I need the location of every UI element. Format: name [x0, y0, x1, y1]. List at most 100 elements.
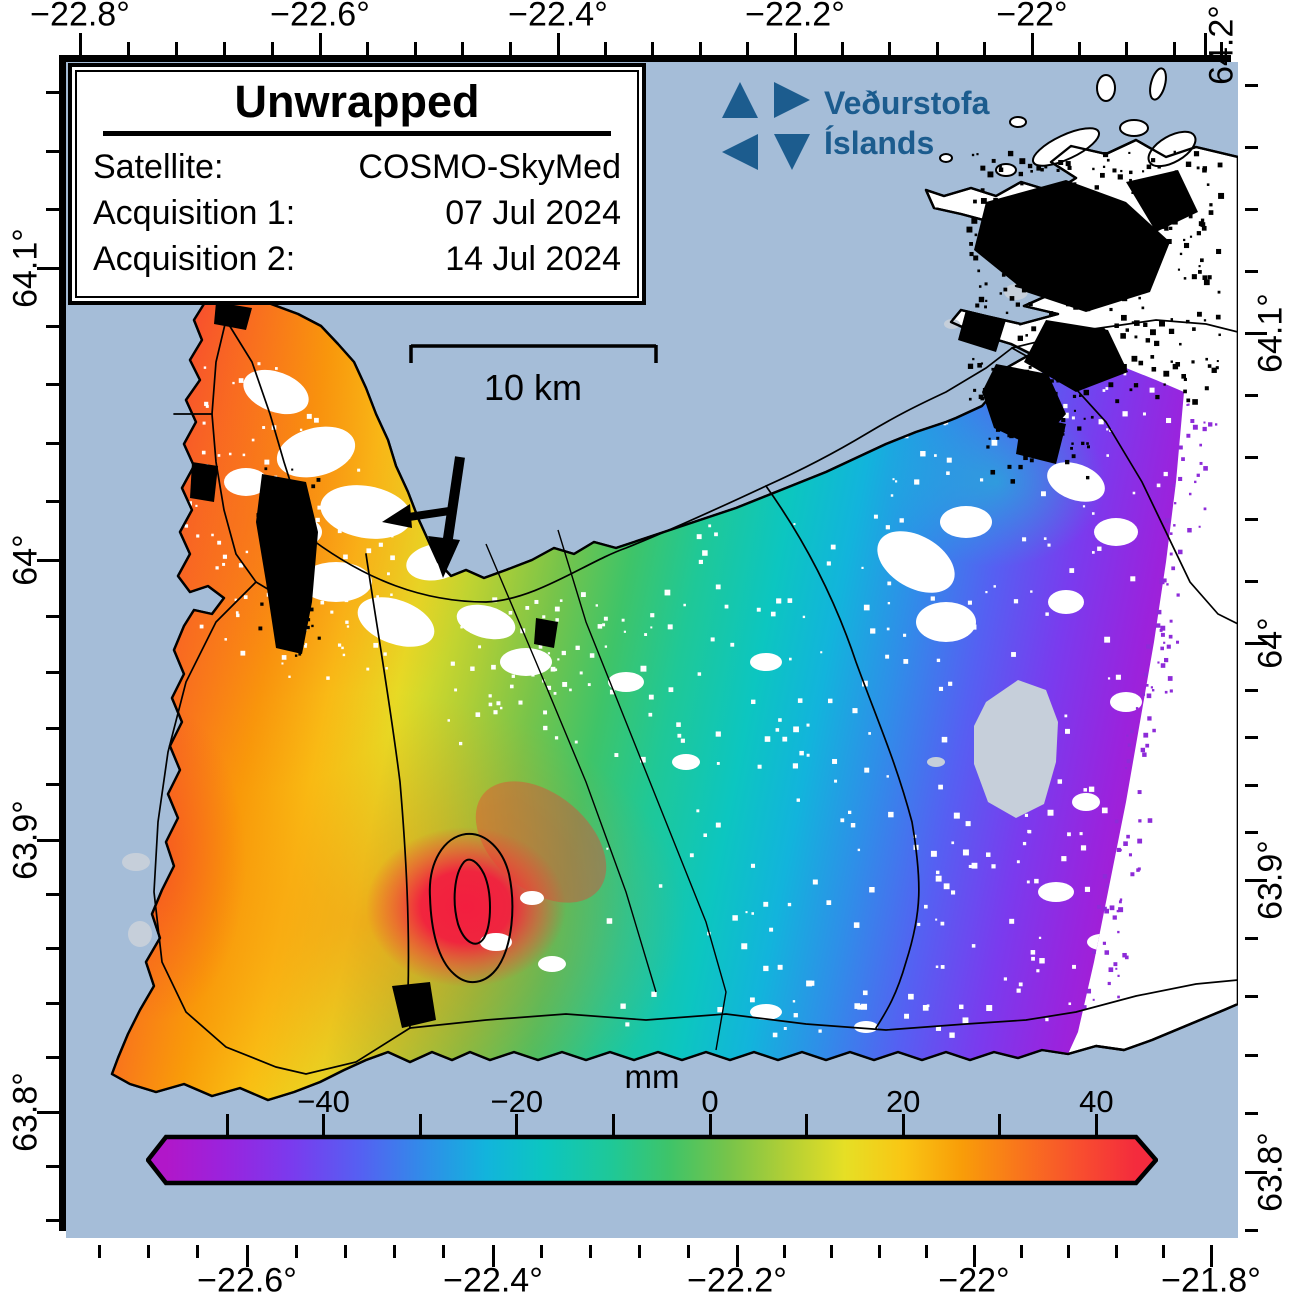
axis-tick [78, 33, 82, 55]
axis-tick [508, 42, 512, 55]
uplift-signal-svartsengi [366, 827, 566, 987]
colorbar-tick [611, 1114, 615, 1136]
axis-tick [37, 558, 59, 562]
axis-tick [888, 42, 892, 55]
axis-tick [222, 42, 226, 55]
axis-tick [46, 441, 59, 445]
info-box: Unwrapped Satellite: COSMO-SkyMed Acquis… [68, 63, 646, 305]
axis-tick [343, 1245, 347, 1258]
axis-tick-label: −22.4° [443, 1261, 543, 1300]
axis-tick [37, 1110, 59, 1114]
axis-tick [1203, 33, 1207, 55]
axis-tick [1077, 42, 1081, 55]
axis-tick [589, 1245, 593, 1258]
axis-tick [1245, 579, 1258, 583]
axis-tick [46, 1164, 59, 1168]
axis-tick [637, 1245, 641, 1258]
colorbar-tick [708, 1114, 712, 1136]
axis-tick [1245, 1228, 1258, 1232]
axis-tick [491, 1245, 495, 1267]
axis-tick [1245, 1112, 1258, 1116]
axis-tick [270, 42, 274, 55]
axis-tick [972, 1245, 976, 1267]
info-title: Unwrapped [234, 76, 480, 127]
axis-tick [318, 33, 322, 55]
colorbar-unit-label: mm [624, 1058, 680, 1095]
axis-tick [1245, 878, 1267, 882]
axis-tick [1172, 42, 1176, 55]
axis-tick [46, 614, 59, 618]
axis-tick-label: 64° [1251, 617, 1290, 669]
colorbar-tick [322, 1114, 326, 1136]
axis-tick [735, 1245, 739, 1267]
axis-tick [935, 42, 939, 55]
axis-tick-label: −21.8° [1161, 1261, 1261, 1300]
urban-vogar [534, 618, 558, 648]
axis-tick [877, 1245, 881, 1258]
colorbar-right-arrow [1136, 1137, 1156, 1183]
axis-tick [196, 1245, 200, 1258]
info-title-rule [103, 131, 611, 136]
info-label: Satellite: [93, 148, 224, 186]
colorbar-tick [418, 1114, 422, 1136]
imo-logo: Veðurstofa Íslands [722, 82, 990, 170]
axis-tick [46, 1001, 59, 1005]
colorbar-tick-label: 0 [701, 1084, 719, 1119]
axis-tick [746, 42, 750, 55]
satellite-direction-arrows [382, 456, 465, 578]
axis-tick-label: 63.9° [1251, 840, 1290, 920]
axis-tick [1030, 33, 1034, 55]
axis-tick-label: −22° [938, 1261, 1010, 1300]
axis-tick [925, 1245, 929, 1258]
axis-tick [1245, 936, 1258, 940]
info-value: 14 Jul 2024 [445, 240, 621, 278]
info-value: COSMO-SkyMed [358, 148, 621, 186]
axis-tick [37, 266, 59, 270]
axis-tick-label: 64.1° [1251, 293, 1290, 373]
urban-keflavik [256, 474, 318, 654]
axis-tick [46, 947, 59, 951]
axis-tick-label: −22° [996, 0, 1068, 34]
colorbar-tick [998, 1114, 1002, 1136]
lakes [122, 284, 1058, 947]
lava-flow-outline [428, 832, 514, 983]
colorbar-scale [146, 1134, 1158, 1186]
axis-tick [1245, 688, 1258, 692]
scale-bar-label: 10 km [484, 367, 582, 408]
axis-tick [651, 42, 655, 55]
axis-tick [686, 1245, 690, 1258]
colorbar-tick-label: −20 [490, 1084, 544, 1119]
axis-tick [46, 208, 59, 212]
axis-tick [1162, 1245, 1166, 1258]
colorbar-tick-label: 40 [1079, 1084, 1114, 1119]
axis-tick [46, 383, 59, 387]
info-row-acquisition-2: Acquisition 2: 14 Jul 2024 [87, 236, 627, 282]
boundary-lines [485, 529, 727, 1051]
islands [939, 67, 1197, 177]
axis-tick [46, 500, 59, 504]
imo-logo-line1: Veðurstofa [824, 85, 990, 121]
axis-tick [1245, 455, 1258, 459]
axis-tick [413, 42, 417, 55]
axis-tick [46, 782, 59, 786]
axis-tick [1245, 783, 1258, 787]
axis-tick [46, 149, 59, 153]
scale-bar: 10 km [409, 344, 658, 408]
colorbar-tick-label: −40 [297, 1084, 350, 1119]
axis-tick-label: −22.6° [197, 1261, 297, 1300]
colorbar-tick-label: 20 [885, 1084, 921, 1119]
axis-tick-label: −22.6° [270, 0, 370, 34]
axis-tick [46, 1219, 59, 1223]
info-row-satellite: Satellite: COSMO-SkyMed [87, 144, 627, 190]
axis-tick [698, 42, 702, 55]
axis-tick [1245, 517, 1258, 521]
axis-tick-label: 64.1° [6, 228, 45, 308]
axis-tick [793, 33, 797, 55]
axis-tick [442, 1245, 446, 1258]
land-coastline [110, 138, 1238, 1102]
axis-tick [46, 726, 59, 730]
axis-tick-label: 63.8° [1251, 1132, 1290, 1212]
roads [153, 319, 1238, 1075]
coastline-overlay [110, 138, 1238, 1102]
